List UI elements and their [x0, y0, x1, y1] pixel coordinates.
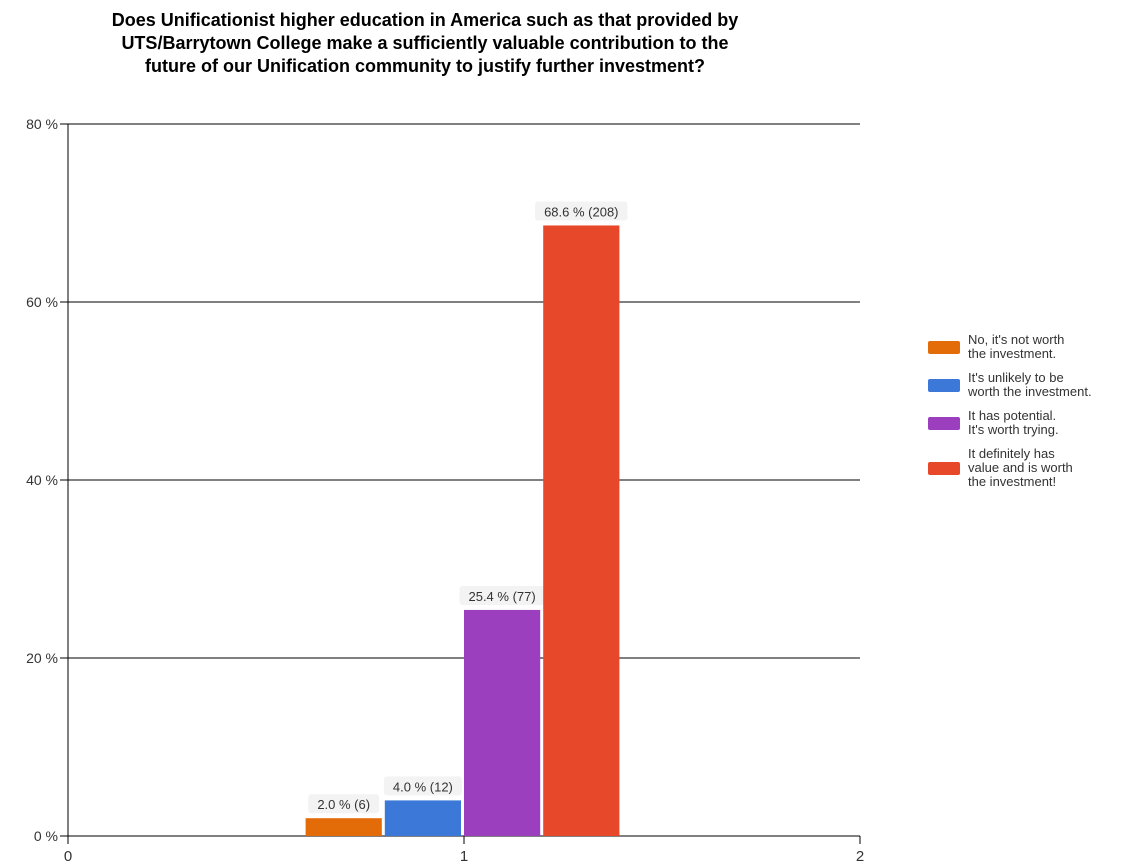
- legend-label: It definitely has value and is worth the…: [968, 446, 1073, 489]
- bar: [305, 818, 382, 836]
- legend-label: It's unlikely to be worth the investment…: [968, 370, 1092, 399]
- y-tick-label: 0 %: [34, 828, 58, 844]
- legend-swatch: [928, 416, 960, 430]
- bar: [384, 800, 461, 836]
- bar: [543, 225, 620, 836]
- bar: [464, 609, 541, 836]
- legend-swatch: [928, 340, 960, 354]
- y-tick-label: 80 %: [26, 116, 58, 132]
- legend-swatch: [928, 461, 960, 475]
- data-label: 25.4 % (77): [468, 589, 535, 604]
- chart-title: Does Unificationist higher education in …: [0, 9, 850, 78]
- chart-title-line-2: UTS/Barrytown College make a sufficientl…: [121, 33, 729, 53]
- data-label: 2.0 % (6): [317, 797, 370, 812]
- data-label-background: [535, 201, 628, 221]
- legend-label: It has potential. It's worth trying.: [968, 408, 1059, 437]
- chart-title-line-3: future of our Unification community to j…: [144, 56, 705, 76]
- x-tick-label: 0: [64, 848, 72, 865]
- data-label-background: [308, 794, 380, 814]
- chart-legend: No, it's not worth the investment. It's u…: [928, 333, 1138, 499]
- x-tick-label: 2: [856, 848, 864, 865]
- data-label-background: [459, 585, 545, 605]
- legend-item: It's unlikely to be worth the investment…: [928, 371, 1138, 399]
- y-tick-label: 20 %: [26, 650, 58, 666]
- legend-item: No, it's not worth the investment.: [928, 333, 1138, 361]
- legend-label: No, it's not worth the investment.: [968, 332, 1065, 361]
- legend-item: It definitely has value and is worth the…: [928, 447, 1138, 489]
- legend-item: It has potential. It's worth trying.: [928, 409, 1138, 437]
- chart-title-line-1: Does Unificationist higher education in …: [111, 10, 739, 30]
- y-tick-label: 40 %: [26, 472, 58, 488]
- x-tick-label: 1: [460, 848, 468, 865]
- y-tick-label: 60 %: [26, 294, 58, 310]
- data-label-background: [383, 776, 462, 796]
- data-label: 68.6 % (208): [544, 204, 618, 219]
- legend-swatch: [928, 378, 960, 392]
- data-label: 4.0 % (12): [393, 779, 453, 794]
